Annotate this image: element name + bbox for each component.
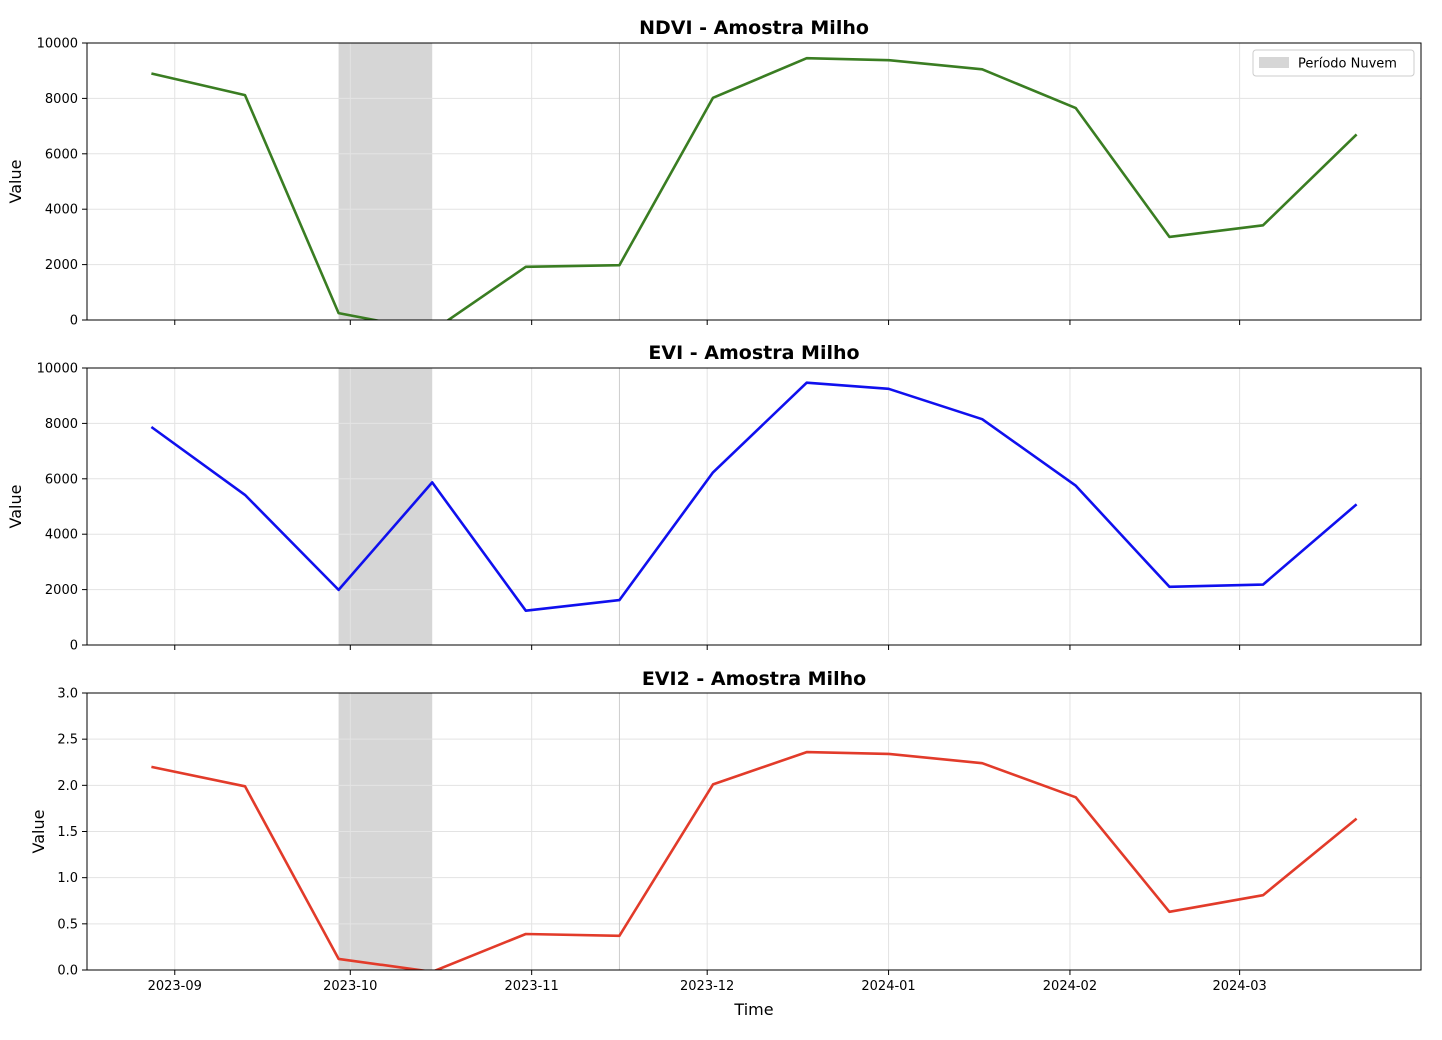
chart-title: EVI2 - Amostra Milho: [642, 668, 866, 690]
plot-frame: [86, 367, 1422, 646]
chart-title: EVI - Amostra Milho: [648, 342, 859, 364]
y-tick-label: 1.0: [57, 871, 78, 886]
y-tick-label: 0: [70, 314, 78, 329]
y-tick-label: 2.5: [57, 733, 78, 748]
y-tick-label: 8000: [45, 92, 78, 107]
legend-label: Período Nuvem: [1298, 57, 1397, 72]
y-tick-label: 6000: [45, 472, 78, 487]
legend-swatch: [1259, 57, 1289, 68]
plot-frame: [86, 42, 1422, 321]
y-tick-label: 8000: [45, 417, 78, 432]
y-tick-label: 10000: [37, 37, 78, 52]
y-tick-label: 0.0: [57, 964, 78, 979]
x-axis-label: Time: [733, 1000, 773, 1019]
cloud-period-span: [338, 368, 433, 645]
y-tick-label: 2000: [45, 258, 78, 273]
series-line: [151, 56, 1358, 320]
y-axis-label: Value: [6, 485, 25, 529]
y-tick-label: 2.0: [57, 779, 78, 794]
y-tick-label: 0: [70, 639, 78, 654]
chart-title: NDVI - Amostra Milho: [639, 17, 869, 39]
y-tick-label: 10000: [37, 362, 78, 377]
series-line: [151, 750, 1358, 970]
y-axis-label: Value: [6, 160, 25, 204]
panel-3: 0.0 0.5 1.0 1.5 2.0 2.5 3.0 2023-09 2023-10 2023-…: [29, 668, 1422, 1019]
y-axis-label: Value: [29, 810, 48, 854]
y-tick-label: 3.0: [57, 687, 78, 702]
x-tick-label: 2024-02: [1043, 979, 1097, 994]
cloud-period-span: [338, 43, 433, 320]
y-tick-label: 6000: [45, 147, 78, 162]
panel-1: 0 2000 4000 6000 8000 10000 NDVI - Amostra Mil…: [6, 17, 1422, 329]
y-tick-label: 4000: [45, 203, 78, 218]
x-tick-label: 2023-10: [323, 979, 377, 994]
panel-2: 0 2000 4000 6000 8000 10000 EVI - Amostra Milh…: [6, 342, 1422, 654]
series-line: [150, 381, 1358, 612]
y-tick-label: 4000: [45, 528, 78, 543]
x-tick-label: 2023-09: [148, 979, 202, 994]
x-tick-label: 2024-03: [1212, 979, 1266, 994]
legend: Período Nuvem: [1252, 49, 1415, 77]
y-tick-label: 2000: [45, 583, 78, 598]
x-tick-label: 2024-01: [861, 979, 915, 994]
y-tick-label: 1.5: [57, 825, 78, 840]
x-tick-label: 2023-11: [505, 979, 559, 994]
y-tick-label: 0.5: [57, 917, 78, 932]
x-tick-label: 2023-12: [680, 979, 734, 994]
legend-box: [1252, 49, 1415, 77]
